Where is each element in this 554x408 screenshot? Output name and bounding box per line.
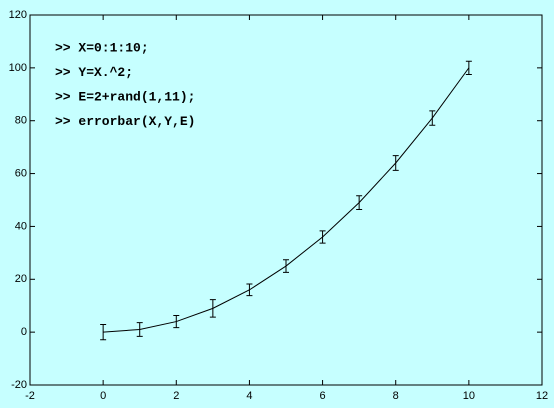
error-bar <box>136 322 143 337</box>
y-tick-label: 0 <box>21 326 27 338</box>
y-tick-label: 40 <box>15 220 27 232</box>
x-tick-label: 6 <box>320 390 326 402</box>
error-bar <box>392 155 399 171</box>
error-bar <box>319 230 326 244</box>
error-bar <box>465 60 472 75</box>
x-tick-label: 8 <box>393 390 399 402</box>
x-tick-label: -2 <box>25 390 35 402</box>
y-tick-label: 120 <box>9 9 27 21</box>
error-bar <box>246 283 253 297</box>
y-tick-label: 80 <box>15 115 27 127</box>
y-tick-label: -20 <box>11 379 27 391</box>
x-tick-label: 0 <box>100 390 106 402</box>
x-tick-label: 12 <box>536 390 548 402</box>
error-bar <box>209 299 216 318</box>
x-tick-label: 10 <box>463 390 475 402</box>
annotation: >> X=0:1:10; <box>55 40 149 55</box>
error-bar <box>283 259 289 273</box>
annotation: >> E=2+rand(1,11); <box>55 89 195 104</box>
y-tick-label: 100 <box>9 62 27 74</box>
y-tick-label: 20 <box>15 273 27 285</box>
plot-area <box>29 14 543 386</box>
error-bar <box>429 110 436 126</box>
x-tick-label: 4 <box>246 390 252 402</box>
y-tick-label: 60 <box>15 167 27 179</box>
annotation: >> Y=X.^2; <box>55 65 133 80</box>
error-bar <box>173 314 180 329</box>
annotation: >> errorbar(X,Y,E) <box>55 114 195 129</box>
error-bar <box>100 323 107 341</box>
x-tick-label: 2 <box>173 390 179 402</box>
line <box>103 67 470 333</box>
error-bar <box>356 195 363 211</box>
